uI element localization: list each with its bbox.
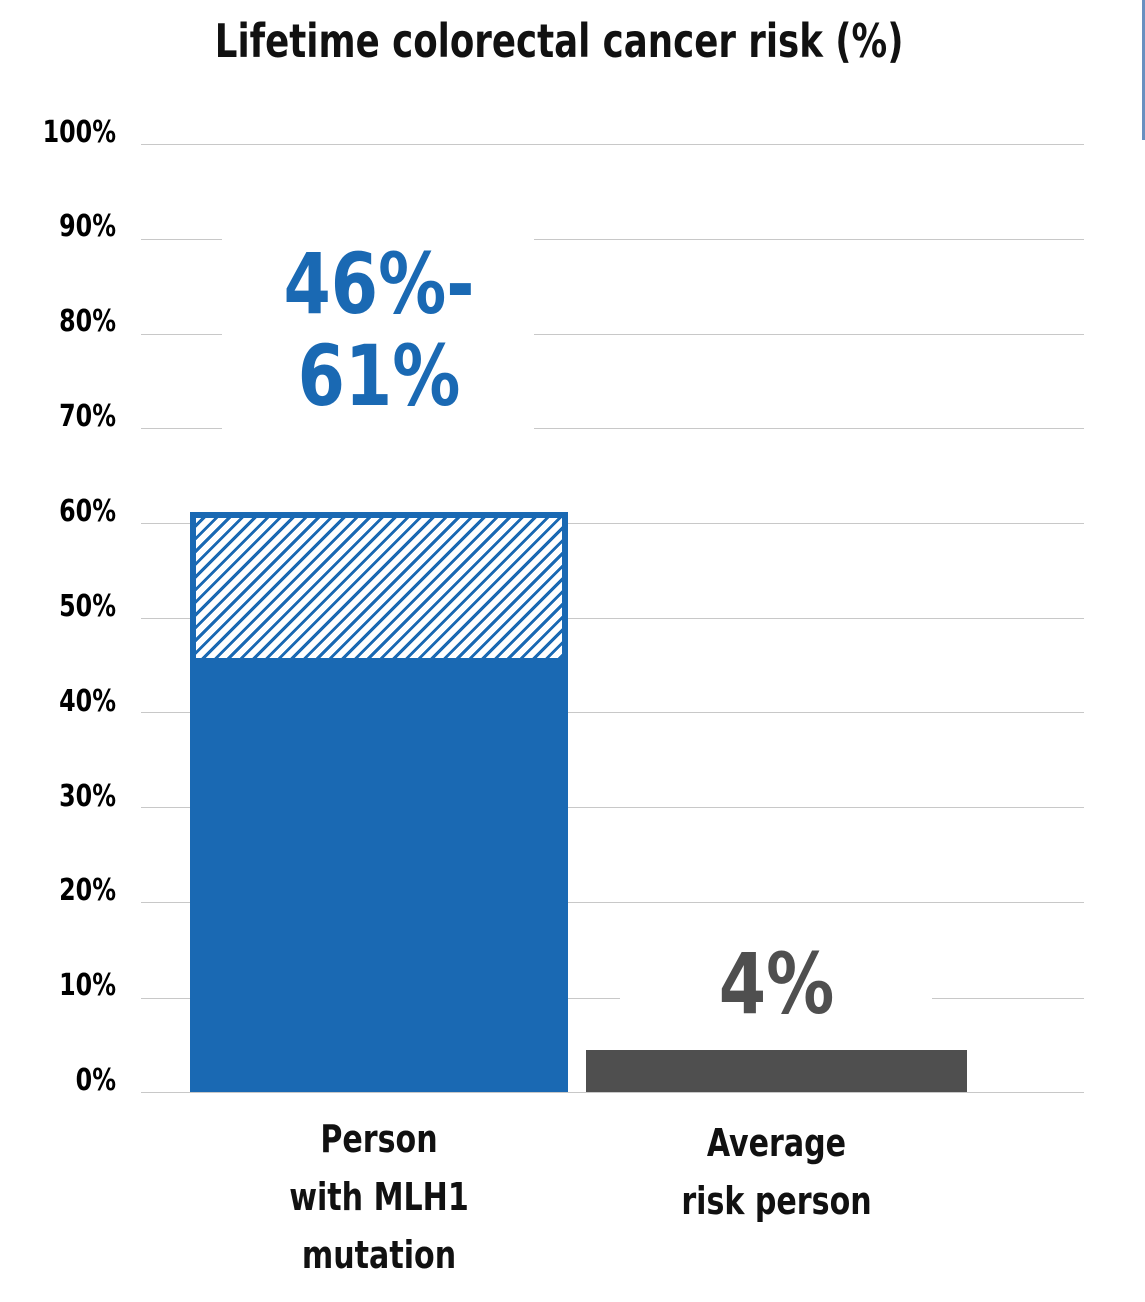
y-tick-40: 40% [59,684,116,719]
category-label-mlh1: Person with MLH1 mutation [289,1117,469,1277]
gridline-10 [141,998,1084,999]
label-mask [222,426,534,429]
label-mask [222,332,534,335]
gridline-30 [141,807,1084,808]
category-label-average: Average risk person [681,1121,872,1223]
gridline-60 [141,523,1084,524]
chart-title: Lifetime colorectal cancer risk (%) [214,14,904,68]
y-tick-60: 60% [59,494,116,529]
y-tick-30: 30% [59,779,116,814]
label-mask [620,996,932,999]
gridline-0 [141,1092,1084,1093]
edge-divider [1142,0,1145,140]
value-label-average: 4% [718,935,835,1033]
gridline-80 [141,334,1084,335]
bar-mlh1-mutation [190,512,568,1092]
gridline-40 [141,712,1084,713]
gridline-90 [141,239,1084,240]
y-tick-90: 90% [59,209,116,244]
y-tick-70: 70% [59,399,116,434]
y-tick-10: 10% [59,968,116,1003]
label-mask [222,237,534,240]
y-tick-80: 80% [59,304,116,339]
y-tick-100: 100% [42,115,116,150]
gridline-100 [141,144,1084,145]
bar-mlh1-range-hatch [196,518,562,658]
gridline-70 [141,428,1084,429]
gridline-50 [141,618,1084,619]
value-label-mlh1: 46%- 61% [283,235,475,425]
y-tick-20: 20% [59,873,116,908]
bar-average-risk [586,1050,967,1092]
y-tick-50: 50% [59,589,116,624]
gridline-20 [141,902,1084,903]
y-tick-0: 0% [75,1063,116,1098]
